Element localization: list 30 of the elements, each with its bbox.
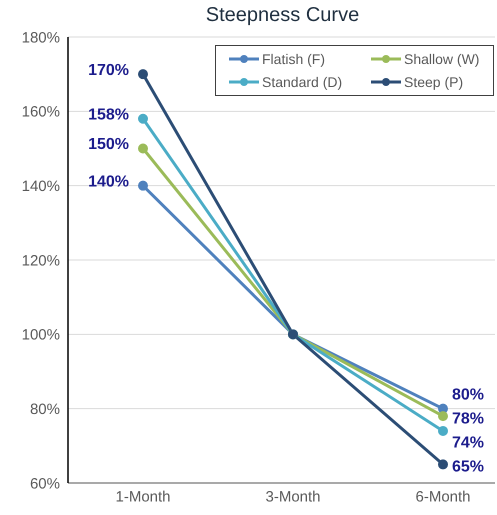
data-label: 158%	[88, 106, 129, 124]
y-tick-label: 80%	[30, 400, 60, 418]
data-label: 140%	[88, 173, 129, 190]
legend-label: Steep (P)	[404, 74, 464, 90]
point	[138, 180, 148, 191]
data-label: 74%	[452, 434, 484, 452]
chart-title: Steepness Curve	[204, 4, 360, 27]
data-label: 80%	[452, 386, 484, 404]
legend-label: Flatish (F)	[262, 51, 325, 67]
data-label: 170%	[88, 62, 129, 79]
data-label: 65%	[452, 458, 484, 476]
point	[138, 69, 148, 80]
y-tick-label: 120%	[22, 252, 60, 270]
y-tick-label: 140%	[22, 178, 60, 195]
x-tick-label: 6-Month	[415, 488, 471, 506]
y-tick-label: 60%	[30, 475, 60, 492]
legend-label: Standard (D)	[262, 74, 342, 90]
point	[138, 114, 148, 124]
point	[138, 144, 148, 154]
x-tick-label: 1-Month	[115, 488, 171, 506]
y-tick-label: 160%	[22, 104, 60, 121]
point	[438, 426, 448, 436]
x-tick-label: 3-Month	[265, 488, 321, 506]
legend-label: Shallow (W)	[404, 51, 480, 67]
y-tick-label: 180%	[22, 29, 60, 46]
data-label: 150%	[88, 136, 129, 154]
point	[438, 411, 448, 422]
data-label: 78%	[452, 410, 484, 428]
y-tick-label: 100%	[22, 326, 60, 344]
point	[438, 459, 448, 470]
